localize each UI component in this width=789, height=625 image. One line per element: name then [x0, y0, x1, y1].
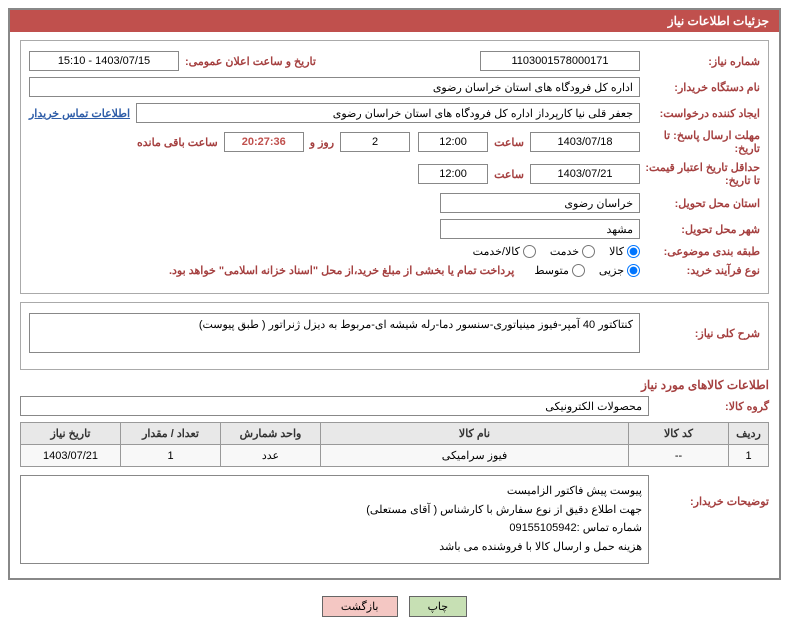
purchase-type-label: نوع فرآیند خرید: [640, 264, 760, 277]
buyer-note-line: هزینه حمل و ارسال کالا با فروشنده می باش… [27, 538, 642, 557]
td-name: فیوز سرامیکی [321, 445, 629, 467]
category-radio-goods-label: کالا [609, 245, 624, 258]
deadline-date: 1403/07/18 [530, 132, 640, 152]
buyer-notes-label: توضیحات خریدار: [649, 475, 769, 508]
purchase-radio-medium-label: متوسط [534, 264, 569, 277]
purchase-radio-medium-input[interactable] [572, 264, 585, 277]
city-label: شهر محل تحویل: [640, 223, 760, 236]
summary-label: شرح کلی نیاز: [640, 327, 760, 340]
table-header-row: ردیف کد کالا نام کالا واحد شمارش تعداد /… [21, 423, 769, 445]
buyer-note-line: پیوست پیش فاکتور الزامیست [27, 482, 642, 501]
province-value: خراسان رضوی [440, 193, 640, 213]
deadline-label: مهلت ارسال پاسخ: تا تاریخ: [640, 129, 760, 155]
validity-time-label: ساعت [488, 168, 530, 181]
purchase-radio-minor[interactable]: جزیی [599, 264, 640, 277]
main-info-box: شماره نیاز: 1103001578000171 تاریخ و ساع… [20, 40, 769, 294]
validity-date: 1403/07/21 [530, 164, 640, 184]
deadline-countdown: 20:27:36 [224, 132, 304, 152]
print-button[interactable]: چاپ [409, 596, 468, 617]
table-row: 1 -- فیوز سرامیکی عدد 1 1403/07/21 [21, 445, 769, 467]
requester-label: ایجاد کننده درخواست: [640, 107, 760, 120]
announce-date-label: تاریخ و ساعت اعلان عمومی: [179, 55, 322, 68]
goods-table: ردیف کد کالا نام کالا واحد شمارش تعداد /… [20, 422, 769, 467]
panel-title: جزئیات اطلاعات نیاز [10, 10, 779, 32]
announce-date-value: 1403/07/15 - 15:10 [29, 51, 179, 71]
th-code: کد کالا [629, 423, 729, 445]
requester-value: جعفر قلی نیا کارپرداز اداره کل فرودگاه ه… [136, 103, 640, 123]
buyer-notes-box: پیوست پیش فاکتور الزامیست جهت اطلاع دقیق… [20, 475, 649, 564]
goods-group-value: محصولات الکترونیکی [20, 396, 649, 416]
request-no-value: 1103001578000171 [480, 51, 640, 71]
buyer-note-line: شماره تماس :09155105942 [27, 519, 642, 538]
td-code: -- [629, 445, 729, 467]
th-unit: واحد شمارش [221, 423, 321, 445]
category-radio-service-input[interactable] [582, 245, 595, 258]
buyer-org-value: اداره کل فرودگاه های استان خراسان رضوی [29, 77, 640, 97]
td-unit: عدد [221, 445, 321, 467]
details-panel: جزئیات اطلاعات نیاز شماره نیاز: 11030015… [8, 8, 781, 580]
purchase-radio-minor-input[interactable] [627, 264, 640, 277]
purchase-radio-medium[interactable]: متوسط [534, 264, 585, 277]
td-row: 1 [729, 445, 769, 467]
th-row: ردیف [729, 423, 769, 445]
category-radio-service-label: خدمت [550, 245, 579, 258]
goods-info-title: اطلاعات کالاهای مورد نیاز [20, 378, 769, 392]
category-radio-both-input[interactable] [523, 245, 536, 258]
th-qty: تعداد / مقدار [121, 423, 221, 445]
deadline-days-label: روز و [304, 136, 340, 149]
deadline-time: 12:00 [418, 132, 488, 152]
category-label: طبقه بندی موضوعی: [640, 245, 760, 258]
purchase-note: پرداخت تمام یا بخشی از مبلغ خرید،از محل … [169, 264, 514, 277]
th-name: نام کالا [321, 423, 629, 445]
buyer-note-line: جهت اطلاع دقیق از نوع سفارش با کارشناس (… [27, 501, 642, 520]
category-radio-goods[interactable]: کالا [609, 245, 640, 258]
buyer-org-label: نام دستگاه خریدار: [640, 81, 760, 94]
request-no-label: شماره نیاز: [640, 55, 760, 68]
city-value: مشهد [440, 219, 640, 239]
category-radio-goods-input[interactable] [627, 245, 640, 258]
validity-time: 12:00 [418, 164, 488, 184]
back-button[interactable]: بازگشت [322, 596, 398, 617]
validity-label: حداقل تاریخ اعتبار قیمت: تا تاریخ: [640, 161, 760, 187]
deadline-days: 2 [340, 132, 410, 152]
contact-buyer-link[interactable]: اطلاعات تماس خریدار [29, 107, 136, 120]
deadline-remain-label: ساعت باقی مانده [131, 136, 224, 149]
summary-box: شرح کلی نیاز: کنتاکتور 40 آمپر-فیوز مینی… [20, 302, 769, 370]
purchase-radio-minor-label: جزیی [599, 264, 624, 277]
province-label: استان محل تحویل: [640, 197, 760, 210]
category-radio-both[interactable]: کالا/خدمت [473, 245, 536, 258]
category-radio-group: کالا خدمت کالا/خدمت [473, 245, 640, 258]
td-qty: 1 [121, 445, 221, 467]
deadline-time-label: ساعت [488, 136, 530, 149]
button-bar: چاپ بازگشت [0, 588, 789, 625]
td-date: 1403/07/21 [21, 445, 121, 467]
th-date: تاریخ نیاز [21, 423, 121, 445]
goods-group-label: گروه کالا: [649, 400, 769, 413]
category-radio-service[interactable]: خدمت [550, 245, 595, 258]
summary-value: کنتاکتور 40 آمپر-فیوز مینیاتوری-سنسور دم… [29, 313, 640, 353]
purchase-type-radio-group: جزیی متوسط [534, 264, 640, 277]
category-radio-both-label: کالا/خدمت [473, 245, 520, 258]
